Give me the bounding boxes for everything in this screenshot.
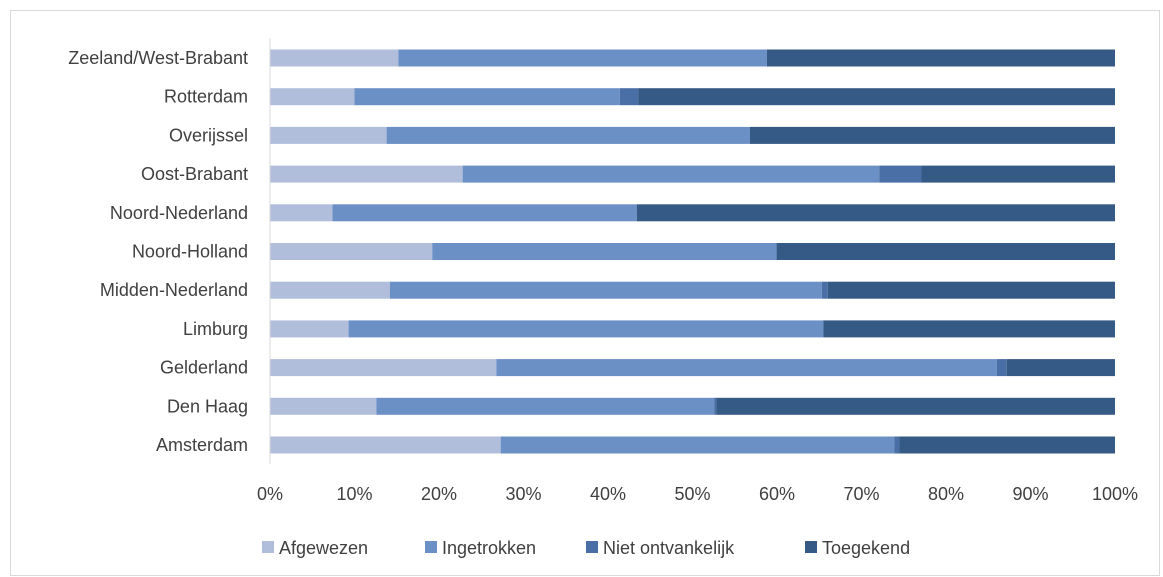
legend-swatch [425,541,437,553]
x-tick-label: 80% [928,484,964,504]
bar-segment-noord-nederland-ingetrokken [332,204,637,222]
category-label-rotterdam: Rotterdam [164,87,248,107]
bar-segment-oost-brabant-afgewezen [270,165,463,183]
bar-segment-midden-nederland-ingetrokken [389,281,822,299]
legend-label: Ingetrokken [442,538,536,558]
bar-segment-noord-holland-niet-ontvankelijk [776,243,777,260]
x-tick-label: 30% [505,484,541,504]
bar-segment-overijssel-afgewezen [270,126,387,144]
category-label-den-haag: Den Haag [167,396,248,416]
category-label-limburg: Limburg [183,319,248,339]
x-tick-label: 10% [336,484,372,504]
category-label-gelderland: Gelderland [160,358,248,378]
bar-segment-noord-nederland-toegekend [636,204,1115,222]
bar-segment-rotterdam-ingetrokken [354,88,620,106]
legend: Afgewezen Ingetrokken Niet ontvankelijk Toe… [262,538,910,558]
x-tick-label: 40% [590,484,626,504]
bar-segment-limburg-afgewezen [270,320,349,338]
bar-segment-amsterdam-toegekend [899,436,1115,454]
bar-segment-amsterdam-niet-ontvankelijk [894,436,900,454]
legend-label: Toegekend [822,538,910,558]
bar-segment-gelderland-afgewezen [270,359,497,377]
legend-swatch [262,541,274,553]
bar-segment-den-haag-afgewezen [270,397,377,415]
x-tick-label: 100% [1092,484,1138,504]
bar-segment-midden-nederland-afgewezen [270,281,390,299]
bar-segment-limburg-ingetrokken [348,320,824,338]
bar-segment-rotterdam-afgewezen [270,88,355,106]
bar-segment-gelderland-niet-ontvankelijk [996,359,1007,377]
bar-segment-den-haag-niet-ontvankelijk [714,397,717,415]
x-tick-label: 60% [759,484,795,504]
x-tick-label: 0% [257,484,283,504]
bar-segment-limburg-toegekend [823,320,1115,338]
legend-swatch [586,541,598,553]
bars-layer [270,49,1115,454]
category-label-oost-brabant: Oost-Brabant [141,164,248,184]
bar-segment-overijssel-toegekend [749,126,1115,144]
legend-label: Afgewezen [279,538,368,558]
x-tick-label: 50% [674,484,710,504]
bar-segment-amsterdam-ingetrokken [500,436,895,454]
x-tick-label: 90% [1012,484,1048,504]
legend-item-afgewezen: Afgewezen [262,538,368,558]
bar-segment-noord-holland-toegekend [777,243,1115,260]
category-labels: Amsterdam Den Haag Gelderland Limburg Midden… [68,48,248,455]
bar-segment-oost-brabant-toegekend [921,165,1115,183]
bar-segment-noord-holland-afgewezen [270,243,433,260]
bar-segment-noord-holland-ingetrokken [432,243,777,260]
bar-segment-midden-nederland-niet-ontvankelijk [821,281,828,299]
bar-segment-noord-nederland-afgewezen [270,204,333,222]
bar-segment-zeeland-west-brabant-afgewezen [270,49,399,67]
category-label-amsterdam: Amsterdam [156,435,248,455]
bar-segment-rotterdam-toegekend [638,88,1115,106]
bar-segment-gelderland-ingetrokken [496,359,997,377]
category-label-noord-nederland: Noord-Nederland [110,203,248,223]
legend-item-ingetrokken: Ingetrokken [425,538,536,558]
legend-label: Niet ontvankelijk [603,538,735,558]
x-tick-label: 70% [843,484,879,504]
bar-segment-overijssel-ingetrokken [386,126,750,144]
legend-item-niet-ontvankelijk: Niet ontvankelijk [586,538,735,558]
category-label-zeeland-west-brabant: Zeeland/West-Brabant [68,48,248,68]
category-label-midden-nederland: Midden-Nederland [100,280,248,300]
bar-segment-zeeland-west-brabant-toegekend [766,49,1115,67]
bar-segment-oost-brabant-niet-ontvankelijk [879,165,922,183]
legend-swatch [805,541,817,553]
bar-segment-oost-brabant-ingetrokken [462,165,880,183]
legend-item-toegekend: Toegekend [805,538,910,558]
bar-segment-amsterdam-afgewezen [270,436,501,454]
bar-segment-rotterdam-niet-ontvankelijk [619,88,639,106]
bar-segment-midden-nederland-toegekend [827,281,1115,299]
x-axis: 0% 10% 20% 30% 40% 50% 60% 70% 80% 90% 100% [257,38,1138,504]
bar-segment-zeeland-west-brabant-ingetrokken [398,49,767,67]
x-tick-label: 20% [421,484,457,504]
bar-segment-gelderland-toegekend [1006,359,1115,377]
bar-segment-den-haag-toegekend [716,397,1115,415]
bar-segment-den-haag-ingetrokken [376,397,715,415]
category-label-noord-holland: Noord-Holland [132,242,248,262]
category-label-overijssel: Overijssel [169,125,248,145]
